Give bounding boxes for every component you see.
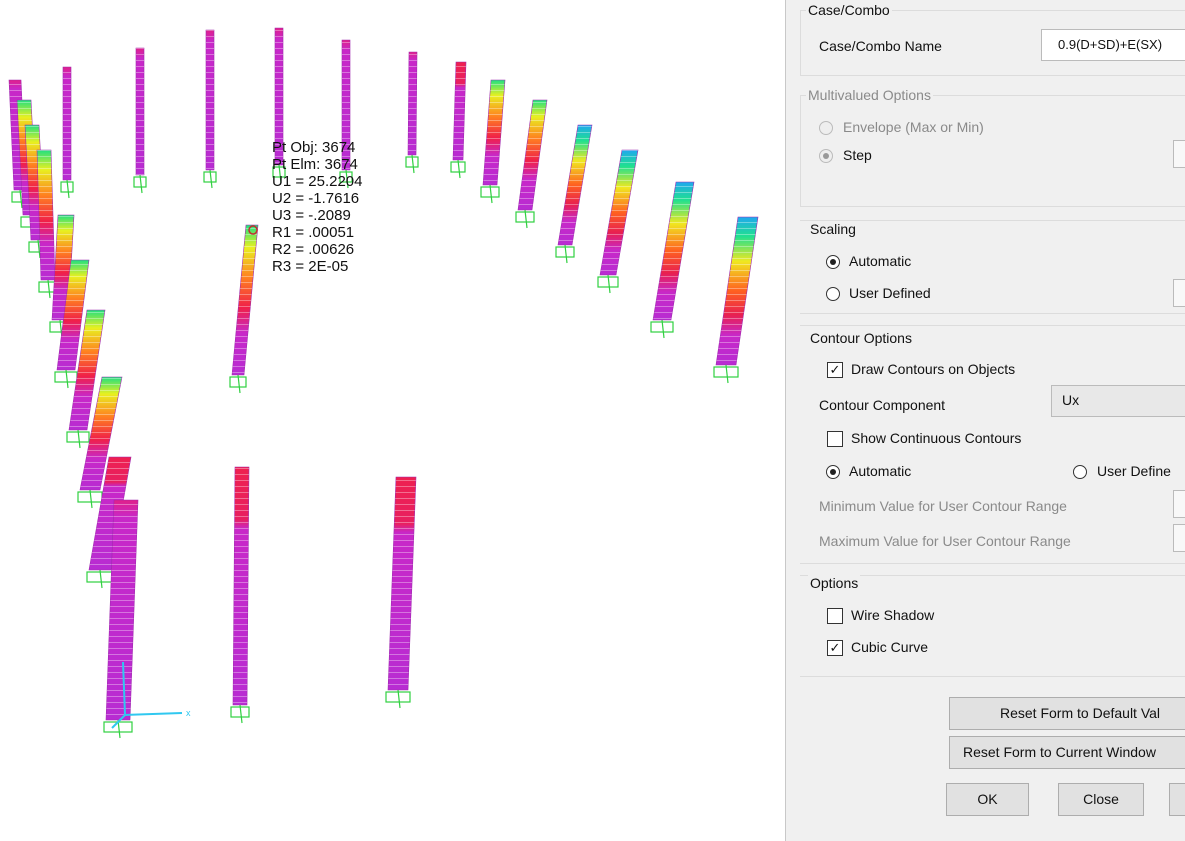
radio[interactable] [826,255,840,269]
support-leg [78,430,80,448]
column-floors [206,30,214,170]
dropdown[interactable]: 0.9(D+SD)+E(SX) [1041,29,1185,61]
radio-label: Step [843,147,872,163]
column-floors [232,225,258,375]
support-leg [67,180,69,198]
group-title: Contour Options [808,330,914,346]
radio[interactable] [819,121,833,135]
dropdown-value: 0.9(D+SD)+E(SX) [1058,37,1162,52]
column-floors [716,217,758,365]
checkbox[interactable]: ✓ [827,640,843,656]
support-leg [140,175,142,193]
radio[interactable] [826,287,840,301]
checkbox-label: Show Continuous Contours [851,430,1021,446]
checkbox-label: Draw Contours on Objects [851,361,1015,377]
tooltip-line: U2 = -1.7616 [272,190,359,207]
support-leg [662,320,664,338]
support-leg [458,160,460,178]
support-leg [100,570,102,588]
input[interactable] [1173,490,1185,518]
dropdown-value: Ux [1062,392,1079,408]
columns [9,28,758,738]
input[interactable] [1173,524,1185,552]
dialog: Case/Combo Case/Combo Name 0.9(D+SD)+E(S… [785,0,1185,841]
page: x Pt Obj: 3674Pt Elm: 3674U1 = 25.2204U2… [0,0,1185,841]
field-label: Minimum Value for User Contour Range [819,498,1067,514]
support-leg [412,155,414,173]
dropdown[interactable]: Ux [1051,385,1185,417]
checkbox[interactable] [827,431,843,447]
radio[interactable] [1073,465,1087,479]
radio-label: User Defined [849,285,931,301]
support-leg [490,185,492,203]
support-leg [608,275,610,293]
button[interactable]: Reset Form to Default Val [949,697,1185,730]
radio-label: Automatic [849,253,911,269]
column-floors [653,182,694,320]
support-leg [398,690,400,708]
tooltip-line: Pt Obj: 3674 [272,139,355,156]
checkbox[interactable] [827,608,843,624]
tooltip-line: R3 = 2E-05 [272,258,348,275]
radio[interactable] [819,149,833,163]
field-label: Case/Combo Name [819,38,942,54]
radio-label: Envelope (Max or Min) [843,119,984,135]
support-leg [238,375,240,393]
support-leg [48,280,50,298]
column-floors [136,48,144,175]
support-leg [90,490,92,508]
radio-label: Automatic [849,463,911,479]
group-title: Options [808,575,860,591]
column-floors [233,467,249,705]
column-floors [37,150,55,280]
column-floors [483,80,505,185]
tooltip-line: Pt Elm: 3674 [272,156,358,173]
field-label: Contour Component [819,397,945,413]
group-title: Multivalued Options [806,87,933,103]
checkbox[interactable]: ✓ [827,362,843,378]
group-title: Scaling [808,221,858,237]
tooltip-line: U3 = -.2089 [272,207,351,224]
column-floors [388,477,416,690]
axis-label: x [186,708,191,718]
group-title: Case/Combo [806,2,892,18]
input[interactable] [1173,279,1185,307]
support-leg [240,705,242,723]
support-leg [210,170,212,188]
button[interactable] [1169,783,1185,816]
radio[interactable] [826,465,840,479]
button[interactable]: OK [946,783,1029,816]
button[interactable]: Reset Form to Current Window [949,736,1185,769]
checkbox-label: Wire Shadow [851,607,934,623]
support-leg [565,245,567,263]
column-floors [600,150,638,275]
tooltip-line: U1 = 25.2204 [272,173,363,190]
column-floors [408,52,417,155]
checkbox-label: Cubic Curve [851,639,928,655]
tooltip-line: R2 = .00626 [272,241,354,258]
column-floors [453,62,466,160]
column-floors [63,67,71,180]
column-floors [558,125,592,245]
button[interactable]: Close [1058,783,1144,816]
field-label: Maximum Value for User Contour Range [819,533,1071,549]
tooltip-line: R1 = .00051 [272,224,354,241]
column-floors [518,100,547,210]
support-leg [726,365,728,383]
support-leg [66,370,68,388]
support-leg [525,210,527,228]
radio-label: User Define [1097,463,1171,479]
input[interactable] [1173,140,1185,168]
